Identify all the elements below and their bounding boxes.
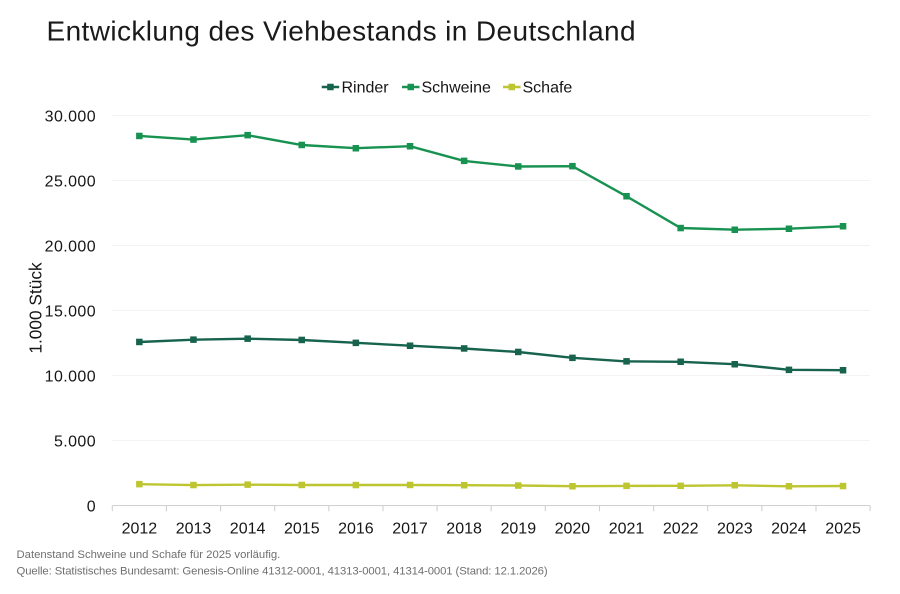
- svg-text:Schweine: Schweine: [422, 80, 491, 97]
- svg-text:2021: 2021: [609, 521, 645, 538]
- svg-text:2019: 2019: [501, 521, 537, 538]
- svg-text:2016: 2016: [338, 521, 374, 538]
- svg-text:2024: 2024: [771, 521, 807, 538]
- svg-text:2023: 2023: [717, 521, 753, 538]
- svg-text:5.000: 5.000: [54, 433, 96, 450]
- svg-text:2013: 2013: [176, 521, 212, 538]
- svg-text:2017: 2017: [392, 521, 428, 538]
- svg-text:25.000: 25.000: [45, 173, 96, 190]
- svg-text:2015: 2015: [284, 521, 320, 538]
- svg-text:2014: 2014: [230, 521, 266, 538]
- svg-text:Rinder: Rinder: [342, 80, 390, 97]
- svg-text:2012: 2012: [122, 521, 158, 538]
- svg-text:0: 0: [87, 498, 96, 515]
- svg-text:Datenstand Schweine und Schafe: Datenstand Schweine und Schafe für 2025 …: [17, 549, 281, 561]
- svg-text:Entwicklung des Viehbestands i: Entwicklung des Viehbestands in Deutschl…: [47, 15, 637, 46]
- svg-text:Schafe: Schafe: [523, 80, 573, 97]
- svg-text:2020: 2020: [555, 521, 591, 538]
- svg-text:2018: 2018: [446, 521, 482, 538]
- svg-text:2022: 2022: [663, 521, 699, 538]
- svg-text:15.000: 15.000: [45, 303, 96, 320]
- svg-text:2025: 2025: [825, 521, 861, 538]
- svg-text:30.000: 30.000: [45, 108, 96, 125]
- svg-text:Quelle: Statistisches Bundesam: Quelle: Statistisches Bundesamt: Genesis…: [17, 566, 548, 578]
- svg-text:20.000: 20.000: [45, 238, 96, 255]
- svg-text:10.000: 10.000: [45, 368, 96, 385]
- svg-text:1.000 Stück: 1.000 Stück: [26, 262, 46, 354]
